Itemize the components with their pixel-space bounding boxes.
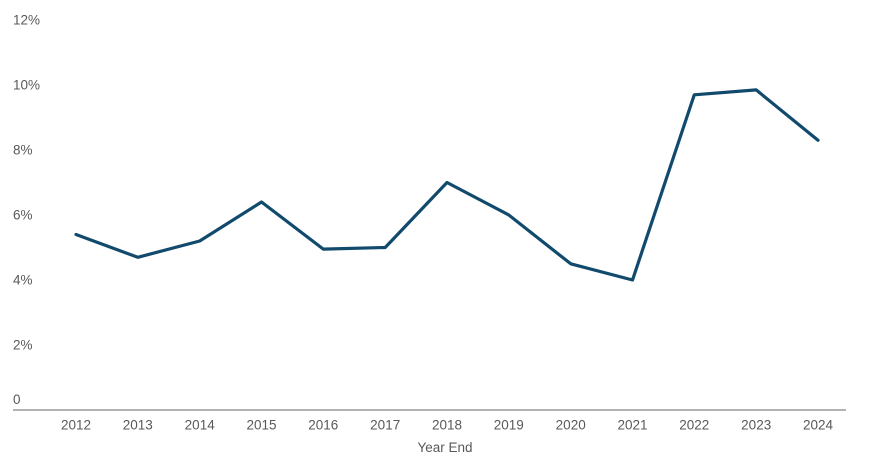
x-tick-label: 2019 [494, 418, 524, 433]
x-tick-label: 2012 [61, 418, 91, 433]
x-tick-label: 2013 [123, 418, 153, 433]
x-tick-label: 2023 [741, 418, 771, 433]
y-tick-label: 0 [13, 392, 21, 407]
x-tick-label: 2021 [617, 418, 647, 433]
data-line [74, 88, 820, 282]
x-tick-label: 2022 [679, 418, 709, 433]
x-tick-label: 2015 [246, 418, 276, 433]
y-tick-label: 10% [13, 78, 40, 93]
x-axis-labels: 2012 2013 2014 2015 2016 2017 2018 2019 2020 2021… [61, 418, 834, 433]
x-tick-label: 2017 [370, 418, 400, 433]
y-tick-label: 4% [13, 273, 33, 288]
x-axis-title: Year End [417, 440, 472, 455]
y-tick-label: 8% [13, 143, 33, 158]
y-tick-label: 12% [13, 13, 40, 28]
x-tick-label: 2024 [803, 418, 834, 433]
y-tick-label: 6% [13, 208, 33, 223]
x-tick-label: 2016 [308, 418, 338, 433]
y-axis-labels: 0 2% 4% 6% 8% 10% 12% [13, 13, 40, 408]
x-tick-label: 2020 [556, 418, 586, 433]
x-tick-label: 2018 [432, 418, 462, 433]
y-tick-label: 2% [13, 338, 33, 353]
x-tick-label: 2014 [185, 418, 216, 433]
